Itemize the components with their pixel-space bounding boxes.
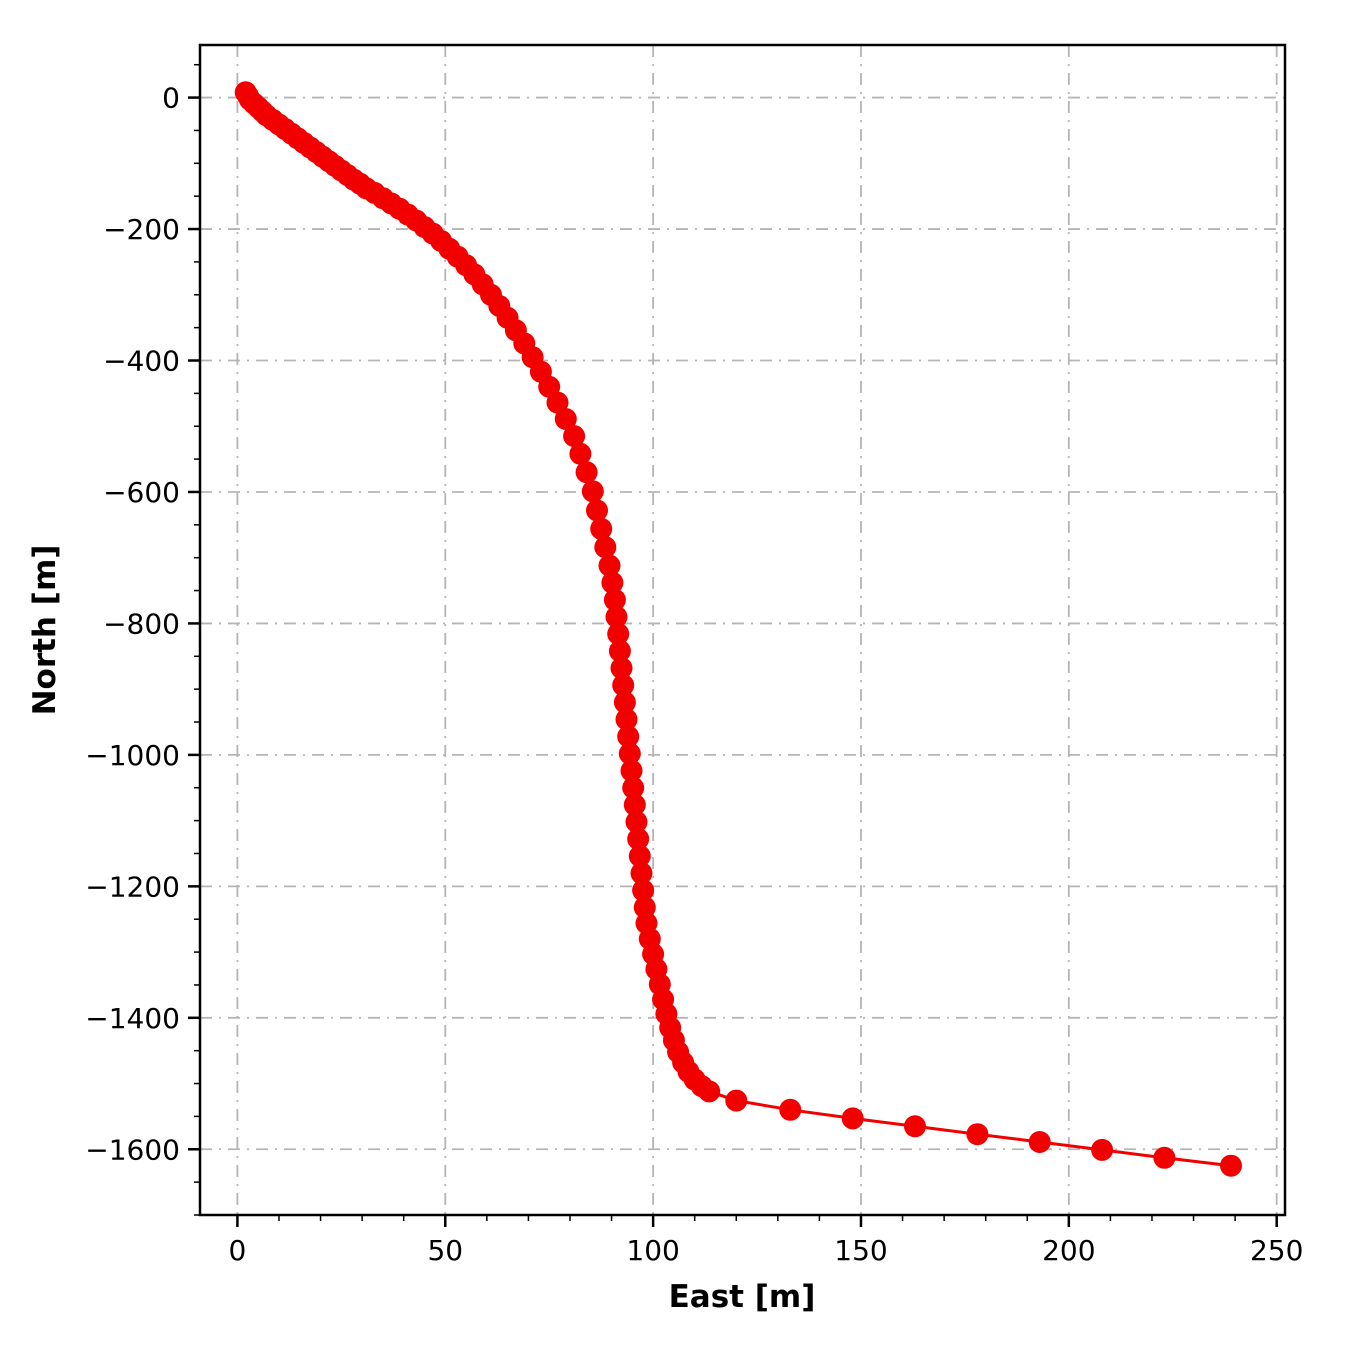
x-tick-label: 150 <box>834 1234 887 1267</box>
y-tick-label: −200 <box>103 213 180 246</box>
y-tick-label: −1400 <box>85 1002 180 1035</box>
x-tick-label: 250 <box>1250 1234 1303 1267</box>
y-tick-label: −1200 <box>85 870 180 903</box>
y-axis-label: North [m] <box>27 545 63 716</box>
axis-ticks <box>188 63 1278 1227</box>
trajectory-series <box>234 81 1242 1177</box>
x-tick-label: 100 <box>626 1234 679 1267</box>
y-tick-label: −400 <box>103 345 180 378</box>
gridlines <box>200 45 1285 1215</box>
plot-frame <box>198 43 1287 1217</box>
y-tick-label: −800 <box>103 607 180 640</box>
y-tick-label: −1600 <box>85 1133 180 1166</box>
x-tick-label: 0 <box>228 1234 246 1267</box>
axis-tick-labels: 0 50 100 150 200 250 0 −200 −400 −600 −800 −1000 −12… <box>85 82 1303 1267</box>
y-tick-label: −1000 <box>85 739 180 772</box>
x-tick-label: 200 <box>1042 1234 1095 1267</box>
y-tick-label: −600 <box>103 476 180 509</box>
y-tick-label: 0 <box>162 82 180 115</box>
x-axis-label: East [m] <box>669 1279 816 1315</box>
x-tick-label: 50 <box>427 1234 463 1267</box>
